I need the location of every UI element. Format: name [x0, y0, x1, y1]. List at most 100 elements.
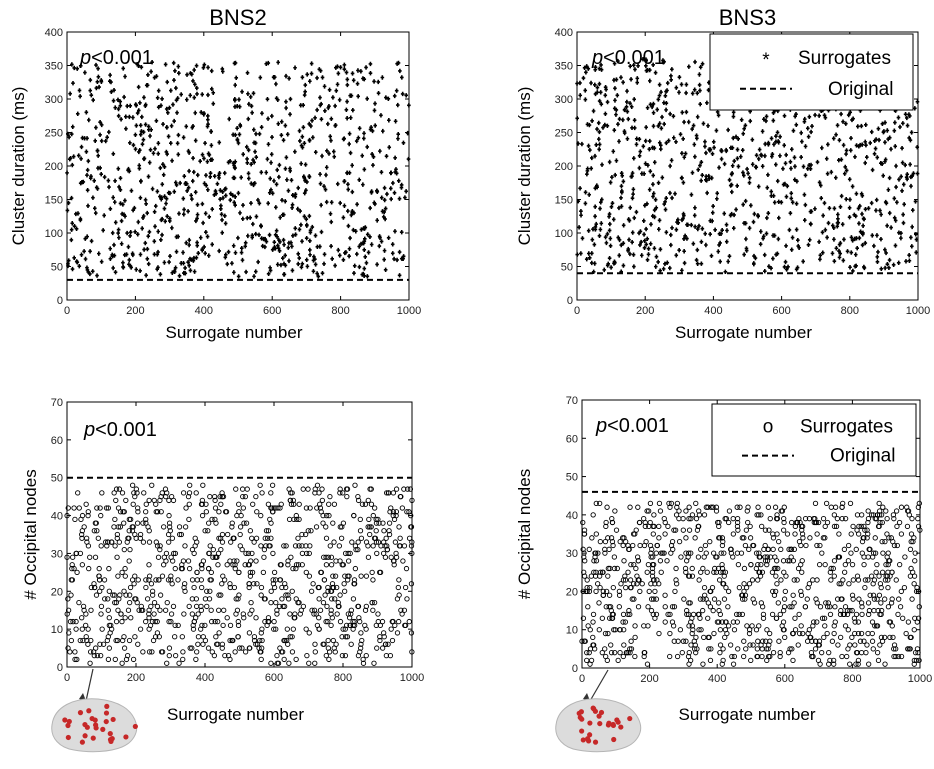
surrogate-point — [194, 218, 198, 224]
surrogate-point — [125, 535, 131, 541]
surrogate-point — [769, 611, 776, 618]
surrogate-point — [268, 490, 274, 496]
surrogate-point — [296, 185, 301, 191]
surrogate-point — [82, 249, 86, 254]
surrogate-point — [292, 611, 298, 617]
surrogate-point — [581, 527, 588, 533]
surrogate-point — [259, 637, 265, 644]
surrogate-point — [123, 656, 130, 663]
surrogate-point — [189, 257, 194, 262]
brain-node — [82, 733, 88, 739]
surrogate-point — [123, 74, 127, 79]
surrogate-point — [668, 232, 673, 238]
surrogate-point — [168, 611, 175, 617]
surrogate-point — [710, 151, 715, 156]
surrogate-point — [174, 85, 178, 91]
surrogate-point — [179, 261, 183, 266]
surrogate-point — [614, 565, 620, 572]
surrogate-point — [287, 240, 291, 246]
surrogate-point — [770, 154, 774, 159]
surrogate-point — [375, 516, 381, 523]
surrogate-point — [632, 623, 638, 629]
surrogate-point — [719, 148, 723, 153]
surrogate-point — [118, 611, 124, 617]
surrogate-point — [642, 245, 647, 250]
surrogate-point — [697, 82, 702, 88]
surrogate-point — [135, 110, 140, 116]
surrogate-point — [75, 111, 80, 117]
surrogate-point — [838, 607, 844, 614]
surrogate-point — [810, 653, 816, 660]
surrogate-point — [620, 653, 626, 660]
surrogate-point — [677, 627, 684, 633]
surrogate-point — [269, 187, 273, 192]
surrogate-point — [635, 558, 641, 564]
surrogate-point — [332, 573, 339, 579]
surrogate-point — [372, 535, 379, 541]
surrogate-point — [93, 592, 100, 598]
surrogate-point — [382, 257, 386, 262]
surrogate-point — [864, 122, 868, 128]
surrogate-point — [613, 527, 620, 533]
surrogate-point — [272, 178, 276, 184]
surrogate-point — [118, 103, 123, 108]
surrogate-point — [693, 634, 699, 641]
surrogate-point — [865, 516, 872, 522]
surrogate-point — [252, 127, 256, 132]
surrogate-point — [742, 252, 746, 257]
surrogate-point — [908, 565, 914, 572]
surrogate-point — [330, 520, 336, 526]
surrogate-point — [371, 599, 378, 606]
surrogate-point — [159, 195, 164, 200]
surrogate-point — [112, 242, 116, 248]
surrogate-point — [731, 653, 738, 660]
surrogate-point — [298, 138, 302, 144]
surrogate-point — [102, 596, 108, 602]
surrogate-point — [666, 500, 672, 507]
surrogate-point — [375, 611, 381, 617]
surrogate-point — [65, 208, 70, 213]
surrogate-point — [289, 490, 295, 496]
surrogate-point — [765, 504, 772, 510]
surrogate-point — [874, 208, 878, 213]
surrogate-point — [329, 581, 336, 587]
surrogate-point — [630, 230, 635, 235]
surrogate-point — [901, 182, 906, 187]
surrogate-point — [247, 528, 254, 534]
surrogate-point — [862, 265, 867, 271]
surrogate-point — [827, 569, 833, 575]
surrogate-point — [743, 198, 748, 204]
surrogate-point — [305, 72, 310, 77]
surrogate-point — [891, 642, 898, 648]
surrogate-point — [70, 124, 75, 129]
surrogate-point — [336, 71, 341, 76]
surrogate-point — [781, 516, 787, 522]
surrogate-point — [613, 86, 617, 91]
surrogate-point — [313, 611, 319, 617]
surrogate-point — [394, 88, 399, 93]
surrogate-point — [302, 190, 307, 196]
surrogate-point — [663, 207, 668, 212]
surrogate-point — [213, 634, 219, 640]
surrogate-series — [65, 59, 411, 279]
surrogate-point — [236, 501, 242, 507]
surrogate-point — [719, 661, 725, 667]
surrogate-point — [600, 592, 607, 598]
surrogate-point — [345, 558, 352, 564]
surrogate-point — [194, 649, 200, 655]
surrogate-point — [149, 588, 156, 594]
surrogate-point — [621, 627, 627, 633]
surrogate-point — [653, 197, 658, 202]
surrogate-point — [599, 615, 605, 621]
surrogate-point — [747, 175, 752, 181]
surrogate-point — [794, 122, 799, 128]
surrogate-point — [378, 543, 384, 549]
surrogate-point — [648, 241, 653, 246]
surrogate-point — [383, 267, 388, 273]
surrogate-point — [645, 201, 649, 207]
surrogate-point — [837, 255, 842, 260]
surrogate-point — [295, 562, 302, 568]
surrogate-point — [729, 182, 734, 187]
surrogate-point — [594, 581, 601, 587]
surrogate-point — [76, 153, 81, 158]
